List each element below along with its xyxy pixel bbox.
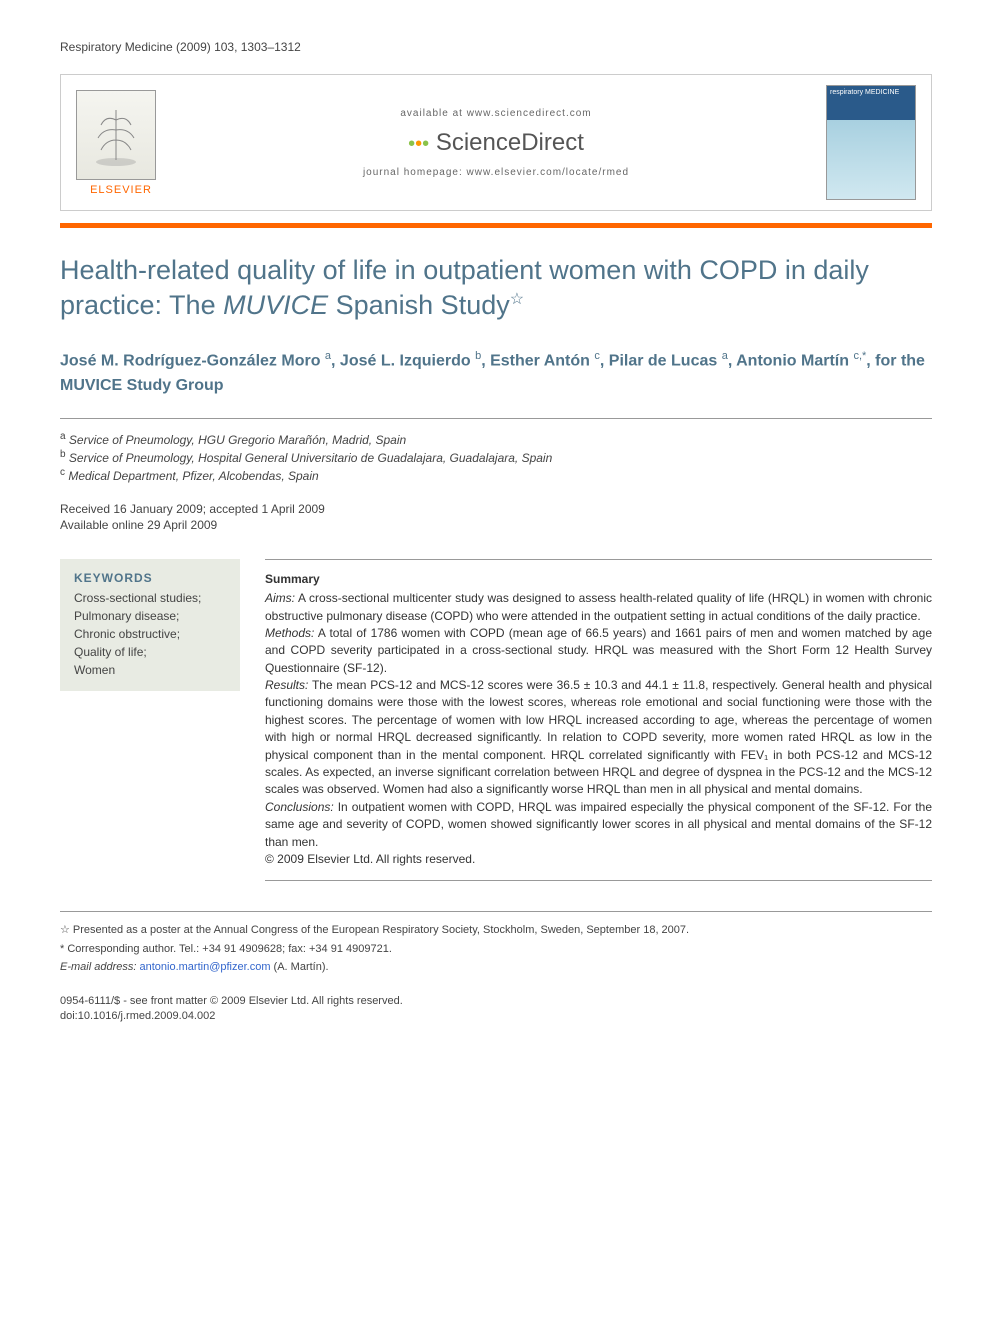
abstract: Summary Aims: A cross-sectional multicen… [265,559,932,881]
online-date: Available online 29 April 2009 [60,517,932,534]
homepage-text: journal homepage: www.elsevier.com/locat… [166,167,826,178]
elsevier-tree-icon [76,90,156,180]
journal-header: ELSEVIER available at www.sciencedirect.… [60,74,932,211]
affiliations: a Service of Pneumology, HGU Gregorio Ma… [60,418,932,483]
sciencedirect-logo: ••• ScienceDirect [166,129,826,157]
footnote-corresponding: * Corresponding author. Tel.: +34 91 490… [60,941,932,958]
footnote-presented: ☆ Presented as a poster at the Annual Co… [60,922,932,939]
affiliation: a Service of Pneumology, HGU Gregorio Ma… [60,431,932,447]
elsevier-text: ELSEVIER [76,184,166,196]
doi-line: doi:10.1016/j.rmed.2009.04.002 [60,1009,932,1024]
affiliation: b Service of Pneumology, Hospital Genera… [60,449,932,465]
authors: José M. Rodríguez-González Moro a, José … [60,348,932,397]
affiliation: c Medical Department, Pfizer, Alcobendas… [60,467,932,483]
copyright-block: 0954-6111/$ - see front matter © 2009 El… [60,994,932,1025]
header-center: available at www.sciencedirect.com ••• S… [166,108,826,178]
journal-reference: Respiratory Medicine (2009) 103, 1303–13… [60,40,932,54]
keywords-title: KEYWORDS [74,571,226,585]
orange-rule [60,223,932,228]
available-text: available at www.sciencedirect.com [166,108,826,119]
article-title: Health-related quality of life in outpat… [60,253,932,323]
issn-line: 0954-6111/$ - see front matter © 2009 El… [60,994,932,1009]
article-dates: Received 16 January 2009; accepted 1 Apr… [60,501,932,535]
sciencedirect-text: ScienceDirect [436,129,584,156]
keywords-box: KEYWORDS Cross-sectional studies;Pulmona… [60,559,240,691]
elsevier-logo: ELSEVIER [76,90,166,196]
footnote-email: E-mail address: antonio.martin@pfizer.co… [60,959,932,976]
abstract-text: Aims: A cross-sectional multicenter stud… [265,590,932,868]
abstract-heading: Summary [265,572,932,586]
sd-dots-icon: ••• [408,133,429,155]
keywords-list: Cross-sectional studies;Pulmonary diseas… [74,589,226,679]
title-footnote-star: ☆ [510,291,524,308]
footnotes: ☆ Presented as a poster at the Annual Co… [60,911,932,976]
journal-cover-thumb: respiratory MEDICINE [826,85,916,200]
email-link[interactable]: antonio.martin@pfizer.com [139,961,270,973]
received-date: Received 16 January 2009; accepted 1 Apr… [60,501,932,518]
